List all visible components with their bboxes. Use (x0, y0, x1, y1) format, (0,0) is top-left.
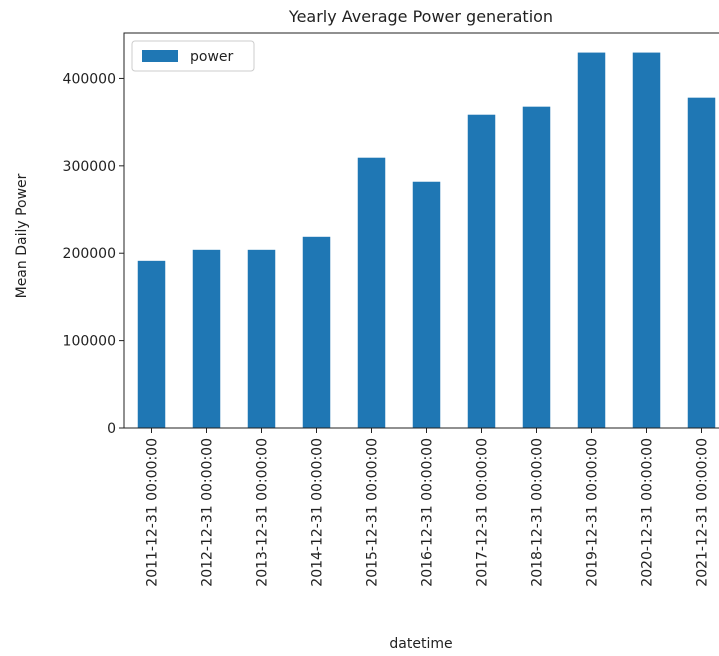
bar (632, 52, 661, 428)
chart-title: Yearly Average Power generation (288, 7, 553, 26)
bar (412, 181, 441, 428)
bar (192, 249, 221, 428)
x-tick-label: 2019-12-31 00:00:00 (585, 438, 601, 587)
y-tick-label: 300000 (63, 159, 116, 175)
bar (522, 106, 551, 428)
bar (687, 97, 716, 428)
legend-swatch (142, 50, 178, 62)
x-axis-label: datetime (389, 636, 452, 652)
y-tick-label: 0 (107, 421, 116, 437)
x-tick-label: 2017-12-31 00:00:00 (475, 438, 491, 587)
x-tick-label: 2016-12-31 00:00:00 (420, 438, 436, 587)
x-tick-label: 2018-12-31 00:00:00 (530, 438, 546, 587)
x-tick-label: 2011-12-31 00:00:00 (145, 438, 161, 587)
axes-frame (123, 32, 719, 429)
bar (247, 249, 276, 428)
x-tick-label: 2012-12-31 00:00:00 (200, 438, 216, 587)
legend-label: power (190, 49, 234, 65)
x-tick-label: 2013-12-31 00:00:00 (255, 438, 271, 587)
x-tick-label: 2021-12-31 00:00:00 (695, 438, 711, 587)
y-tick-label: 200000 (63, 246, 116, 262)
bar (577, 52, 606, 428)
bar (302, 236, 331, 428)
bar (467, 114, 496, 428)
x-tick-label: 2014-12-31 00:00:00 (310, 438, 326, 587)
x-tick-label: 2020-12-31 00:00:00 (640, 438, 656, 587)
y-axis-label: Mean Daily Power (14, 173, 30, 298)
legend-frame (131, 40, 255, 72)
y-tick-label: 100000 (63, 334, 116, 350)
x-tick-label: 2015-12-31 00:00:00 (365, 438, 381, 587)
y-tick-label: 400000 (63, 71, 116, 87)
bar (357, 157, 386, 428)
bar (137, 260, 166, 428)
legend: power (131, 40, 255, 72)
